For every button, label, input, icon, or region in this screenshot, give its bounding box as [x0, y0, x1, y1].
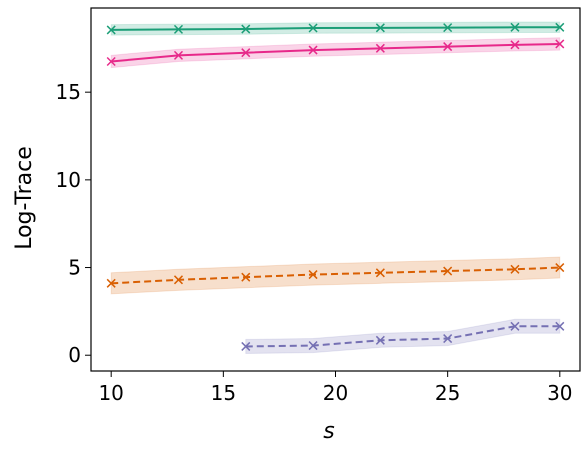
series-2-point: [555, 39, 565, 49]
y-tick-label: 15: [56, 80, 81, 104]
series-3-point: [375, 268, 385, 278]
series-1-point: [443, 23, 453, 33]
series-4-line: [245, 325, 560, 348]
y-axis-ticks: 0 5 10 15: [56, 80, 91, 367]
series-3-band: [110, 256, 561, 295]
series-3-point: [106, 278, 116, 288]
series-2-line: [111, 42, 560, 63]
x-axis-label: s: [323, 419, 334, 444]
series-3-point: [308, 270, 318, 280]
x-tick-label: 25: [435, 381, 460, 405]
series-2-point: [443, 42, 453, 52]
series-1-point: [308, 23, 318, 33]
series-3-line: [111, 266, 560, 285]
series-markers: [106, 22, 565, 351]
series-2-point: [375, 43, 385, 53]
y-tick-label: 0: [68, 343, 81, 367]
x-tick-label: 10: [98, 381, 123, 405]
x-tick-label: 20: [323, 381, 348, 405]
series-1-point: [173, 24, 184, 34]
series-2-point: [241, 48, 251, 58]
series-4-point: [555, 321, 565, 331]
series-2-point: [106, 56, 116, 67]
series-1-point: [510, 22, 520, 32]
series-1-point: [106, 25, 116, 35]
series-2-point: [173, 50, 184, 60]
series-3-point: [510, 264, 520, 274]
series-1-line: [111, 26, 560, 31]
y-tick-label: 10: [56, 168, 81, 192]
y-axis-label: Log-Trace: [12, 146, 37, 250]
series-4-point: [443, 334, 453, 344]
y-tick-label: 5: [68, 256, 81, 280]
series-1-point: [375, 23, 385, 33]
series-2-point: [308, 45, 318, 55]
series-3-point: [555, 263, 565, 273]
series-3-point: [443, 266, 453, 276]
x-axis-ticks: 10 15 20 25 30: [98, 371, 573, 405]
series-4-point: [510, 321, 520, 331]
series-3-point: [173, 275, 184, 285]
series-4-point: [241, 341, 251, 351]
confidence-bands: [110, 21, 561, 354]
series-2-point: [510, 40, 520, 50]
series-4-point: [308, 341, 318, 351]
series-1-point: [555, 22, 565, 32]
series-2-band: [110, 37, 561, 69]
x-tick-label: 30: [547, 381, 572, 405]
series-lines: [111, 26, 560, 348]
series-3-point: [241, 272, 251, 282]
series-1-point: [241, 24, 251, 34]
series-4-point: [375, 335, 385, 345]
x-tick-label: 15: [211, 381, 236, 405]
